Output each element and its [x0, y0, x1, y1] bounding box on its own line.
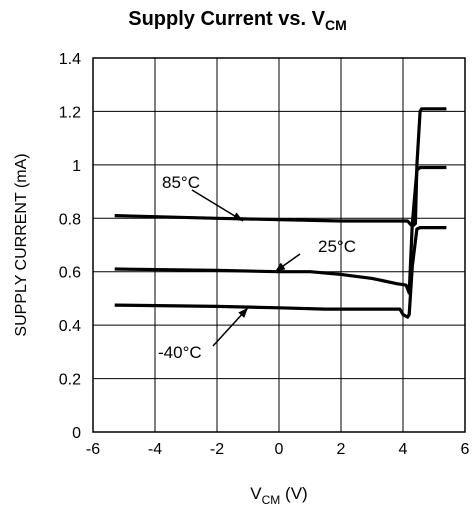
y-tick-label: 0 — [72, 425, 81, 442]
annotations: 85°C 25°C -40°C — [158, 173, 356, 362]
x-tick-label: -4 — [148, 441, 162, 458]
y-tick-label: 1.2 — [59, 104, 81, 121]
x-tick-label: 4 — [399, 441, 408, 458]
x-tick-label: 6 — [461, 441, 470, 458]
y-tick-label: 1 — [72, 158, 81, 175]
grid — [92, 57, 466, 433]
tick-labels: -6 -4 -2 0 2 4 6 0 0.2 0.4 0.6 0.8 1 1.2 1.4 — [59, 51, 470, 458]
x-tick-label: -6 — [86, 441, 100, 458]
chart-title: Supply Current vs. VCM — [0, 8, 475, 33]
annotation-arrowhead — [275, 262, 286, 272]
series-line-85c — [114, 107, 447, 228]
plot-frame — [92, 57, 466, 433]
data-series — [114, 107, 447, 319]
x-axis-label: VCM (V) — [93, 484, 465, 507]
series-line-25c — [114, 165, 447, 295]
y-tick-label: 0.2 — [59, 372, 81, 389]
y-tick-label: 0.8 — [59, 211, 81, 228]
x-tick-label: 0 — [275, 441, 284, 458]
chart-title-subscript: CM — [324, 17, 347, 33]
x-tick-label: -2 — [210, 441, 224, 458]
y-tick-label: 0.6 — [59, 265, 81, 282]
y-tick-label: 0.4 — [59, 318, 81, 335]
annotation-arrowhead — [232, 212, 243, 221]
x-axis-label-text: V — [250, 484, 262, 503]
annotation-label: 25°C — [318, 237, 356, 256]
annotation-arrowhead — [238, 307, 248, 318]
series-line--40c — [114, 226, 447, 319]
annotation-label: 85°C — [162, 173, 200, 192]
x-axis-label-unit: (V) — [280, 484, 308, 503]
chart-title-text: Supply Current vs. V — [128, 8, 325, 30]
x-axis-label-subscript: CM — [261, 493, 281, 507]
x-tick-label: 2 — [337, 441, 346, 458]
annotation-label: -40°C — [158, 343, 202, 362]
y-tick-label: 1.4 — [59, 51, 81, 68]
